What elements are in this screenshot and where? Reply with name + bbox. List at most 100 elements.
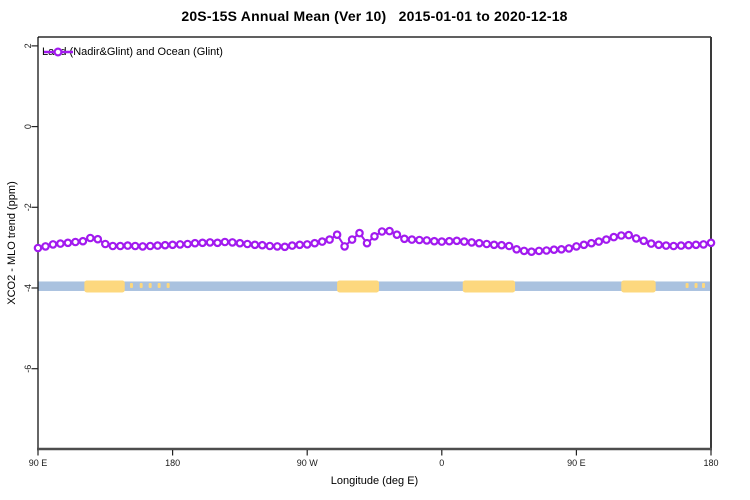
land-segment [621,280,656,293]
series-marker [228,238,237,247]
x-tick-label: 180 [703,458,718,468]
series-marker [198,238,207,248]
series-marker [265,241,275,251]
series-marker [41,242,50,251]
x-tick-label: 0 [439,458,444,468]
series-marker [138,242,148,251]
series-marker [243,239,252,249]
series-marker [601,235,611,244]
series-marker [272,242,282,251]
series-marker [699,240,708,249]
series-marker [71,237,80,247]
series-marker [385,226,394,236]
series-marker [429,236,439,246]
series-marker [527,247,536,257]
island-speck [157,282,161,288]
series-marker [616,231,626,240]
series-marker [706,238,716,248]
series-marker [489,240,499,250]
series-marker [250,240,260,250]
series-marker [340,242,349,251]
island-speck [139,282,143,288]
series-marker [175,240,185,249]
series-marker [33,243,43,253]
series-marker [646,239,656,248]
series-marker [145,241,155,251]
series-marker [108,241,118,251]
island-speck [685,282,689,288]
series-marker [160,240,170,250]
series-marker [482,239,492,249]
series-marker [101,239,110,249]
series-marker [542,246,551,255]
series-marker [78,236,88,246]
series-marker [654,240,664,250]
land-segment [84,280,125,293]
series-marker [93,234,103,244]
series-marker [631,234,641,243]
island-speck [702,282,706,288]
legend: Land (Nadir&Glint) and Ocean (Glint) [42,46,223,58]
series-marker [48,240,58,249]
series-marker [594,237,604,246]
y-axis-title: XCO2 - MLO trend (ppm) [6,181,18,305]
island-speck [166,282,170,288]
series-marker [587,238,596,248]
series-marker [437,237,447,246]
series-marker [123,241,133,250]
series-marker [347,235,357,244]
series-marker [415,235,424,245]
series-marker [400,234,409,244]
y-tick-label: -6 [23,365,33,373]
series-marker [534,246,544,256]
y-tick-label: 2 [23,43,33,48]
series-marker [190,238,200,248]
series-marker [153,241,162,250]
series-marker [130,241,140,251]
series-marker [512,245,521,254]
legend-marker-icon [44,47,73,57]
series-marker [332,230,342,240]
series-marker [467,238,477,247]
series-marker [579,240,589,250]
series-marker [63,238,73,248]
series-marker [669,241,678,251]
series-marker [676,241,686,250]
series-marker [519,246,529,256]
series-marker [280,242,290,252]
land-segment [462,280,516,293]
series-marker [459,237,469,246]
series-marker [295,240,305,250]
series-marker [422,236,432,245]
series-marker [452,236,462,246]
x-tick-label: 90 E [567,458,586,468]
series-marker [257,240,267,250]
series-marker [213,238,222,248]
series-marker [325,235,334,244]
series-marker [116,241,125,251]
x-tick-label: 180 [165,458,180,468]
land-segment [337,280,379,293]
series-marker [235,238,245,248]
series-marker [684,240,693,250]
series-marker [310,238,320,248]
y-tick-label: -4 [23,284,33,292]
series-marker [661,241,671,250]
series-marker [287,241,297,250]
series-marker [168,240,177,250]
series-marker [205,238,215,247]
series-marker [220,237,230,247]
series-marker [302,240,312,249]
island-speck [694,282,698,288]
legend-label: Land (Nadir&Glint) and Ocean (Glint) [42,46,223,58]
island-speck [148,282,152,288]
series-marker [691,240,701,250]
series-marker [377,227,387,236]
series-marker [407,235,417,244]
x-tick-label: 90 E [29,458,48,468]
series-marker [444,236,454,246]
series-marker [317,237,327,246]
series-marker [609,232,619,242]
